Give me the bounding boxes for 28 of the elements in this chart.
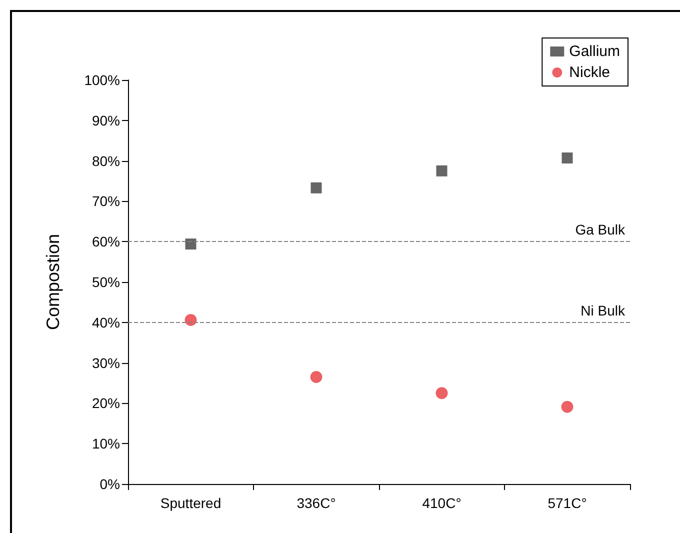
y-tick-label: 90% (92, 112, 120, 128)
point (184, 314, 197, 326)
y-axis-title: Compostion (43, 234, 63, 330)
legend-label: Nickle (569, 64, 610, 81)
ref-line-label: Ga Bulk (575, 222, 626, 238)
x-tick-label: Sputtered (160, 495, 222, 511)
y-tick-label: 50% (92, 274, 120, 290)
y-tick-label: 100% (84, 72, 120, 88)
y-tick-label: 30% (92, 354, 120, 371)
y-tick-label: 60% (92, 234, 120, 250)
point (562, 152, 573, 164)
x-tick-label: 571C° (548, 495, 587, 511)
point (561, 400, 574, 413)
y-tick-label: 80% (92, 152, 120, 169)
point (436, 387, 448, 400)
point (310, 370, 322, 383)
ref-line-label: Ni Bulk (580, 302, 626, 318)
point (310, 182, 322, 194)
point (436, 165, 448, 176)
y-tick-label: 40% (92, 314, 120, 330)
legend-label: Gallium (569, 43, 620, 60)
x-tick-label: 410C° (422, 495, 462, 511)
y-tick-label: 0% (100, 476, 120, 492)
y-tick-label: 70% (92, 193, 120, 210)
x-tick-label: 336C° (296, 495, 336, 511)
point (185, 238, 196, 250)
y-tick-label: 20% (92, 395, 120, 412)
y-tick-label: 10% (92, 436, 120, 452)
